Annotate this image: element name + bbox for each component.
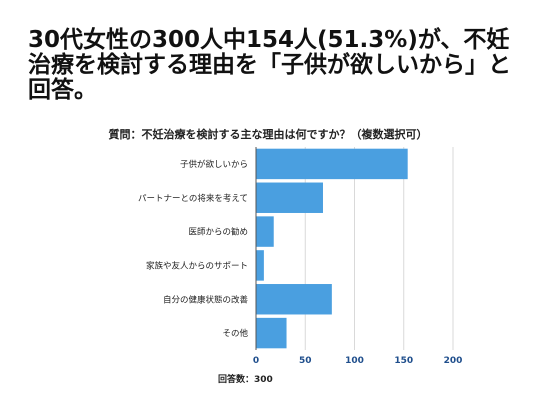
x-tick-label: 50 [299, 356, 312, 366]
headline: 30代女性の300人中154人(51.3%)が、不妊治療を検討する理由を「子供が… [28, 27, 511, 103]
tick-labels: 0 50 100 150 200 [253, 356, 463, 366]
bar [256, 284, 332, 315]
category-label: 自分の健康状態の改善 [163, 294, 249, 305]
bar [256, 182, 323, 213]
category-label: 医師からの勧め [188, 227, 248, 238]
chart-title: 質問：不妊治療を検討する主な理由は何ですか？（複数選択可） [108, 128, 428, 141]
bar [256, 216, 274, 247]
category-labels: 子供が欲しいからパートナーとの将来を考えて医師からの勧め家族や友人からのサポート… [138, 159, 248, 339]
x-tick-label: 100 [345, 356, 364, 366]
bar [256, 148, 408, 180]
bar [256, 317, 287, 349]
x-tick-label: 0 [253, 356, 259, 366]
bars-group [256, 148, 408, 349]
x-axis-label: 回答数：300 [218, 373, 273, 385]
category-label: 子供が欲しいから [180, 159, 248, 170]
category-label: その他 [222, 328, 248, 339]
category-label: 家族や友人からのサポート [146, 260, 248, 271]
x-tick-label: 150 [394, 356, 413, 366]
bar [256, 250, 264, 281]
x-tick-label: 200 [444, 356, 463, 366]
category-label: パートナーとの将来を考えて [138, 193, 248, 204]
